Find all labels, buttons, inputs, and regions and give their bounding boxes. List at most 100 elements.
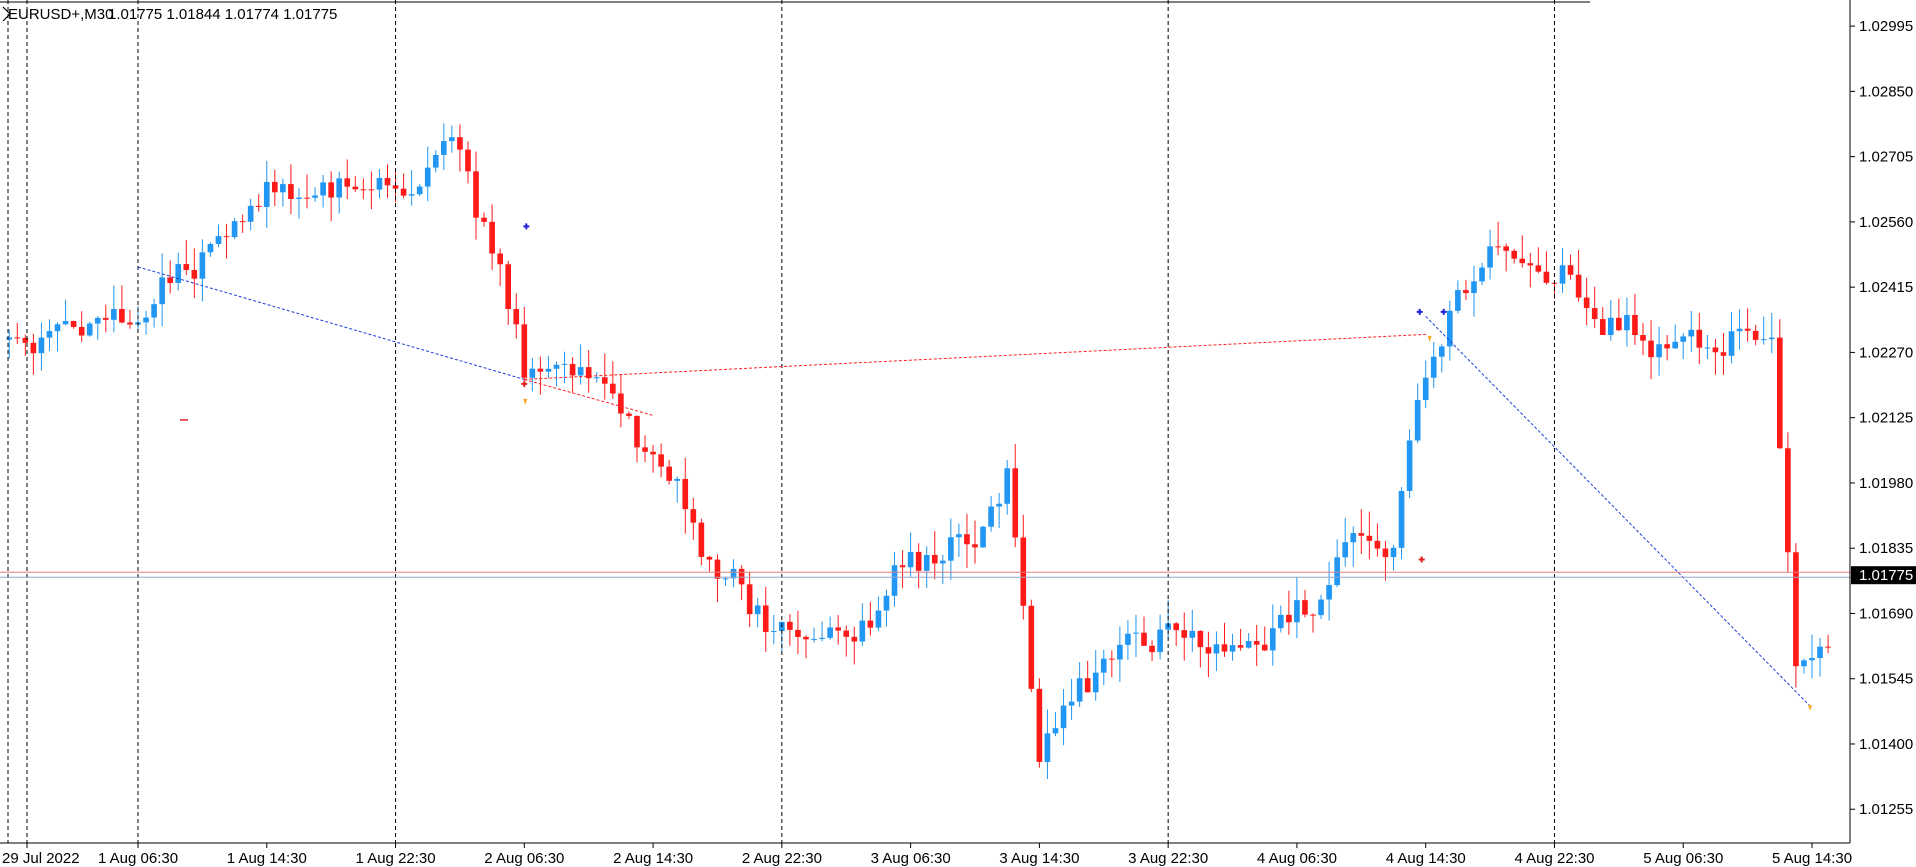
bear-candle [1302,589,1308,618]
price-tick-label: 1.02995 [1859,18,1913,35]
bear-candle [1648,320,1654,380]
signal-marker [1440,308,1447,315]
bull-candle [1390,544,1397,571]
bull-candle [1269,604,1276,666]
time-tick-label: 2 Aug 14:30 [613,850,693,867]
bear-candle [127,309,133,329]
bear-candle [1527,252,1534,288]
bull-candle [1133,614,1139,658]
bear-candle [457,124,463,172]
bull-candle [1157,614,1163,660]
bear-candle [1793,543,1799,688]
bear-candle [714,554,721,603]
bull-candle [529,357,536,392]
bear-candle [239,214,246,233]
bear-candle [119,285,125,324]
arrow-marker [1808,704,1812,711]
bull-candle [770,614,777,645]
bull-candle [561,351,568,384]
bull-candle [312,187,318,202]
bull-candle [545,355,552,379]
bull-candle [1100,649,1107,685]
bull-candle [6,329,13,359]
signal-marker [1416,308,1423,315]
bull-candle [151,298,157,328]
bull-candle [1229,634,1236,661]
bull-candle [1422,360,1429,409]
price-tick-label: 1.02125 [1859,410,1913,427]
red-trendline [524,333,1426,380]
bull-candle [432,150,439,173]
bull-candle [1342,517,1349,567]
bear-candle [1575,250,1582,302]
bull-candle [1809,634,1815,679]
bear-candle [682,457,689,534]
bull-candle [1624,297,1630,347]
arrow-marker [523,398,528,405]
time-tick-label: 4 Aug 14:30 [1386,850,1466,867]
bear-candle [513,293,520,339]
bull-candle [175,252,182,291]
bull-candle [441,123,447,171]
chart-menu-icon [2,6,11,22]
price-axis[interactable]: 1.02995 1.02850 1.02705 1.02560 1.02415 1.022… [1850,18,1913,818]
trendlines[interactable] [137,266,1813,709]
bull-candle [577,344,584,385]
bull-candle [1060,688,1067,746]
bear-candle [1696,313,1703,365]
bear-candle [746,571,753,628]
bull-candle [86,321,93,337]
time-axis[interactable]: 29 Jul 2022 1 Aug 06:30 1 Aug 14:30 1 Aug 2… [2,843,1852,867]
bull-candle [827,616,833,640]
time-tick-label: 3 Aug 06:30 [871,850,951,867]
bear-candle [223,223,230,259]
signal-marker [1418,556,1425,563]
bull-candle [1672,324,1678,349]
bull-candle [1189,609,1196,653]
bear-candle [658,443,664,478]
symbol-timeframe: EURUSD+,M30 [8,6,113,23]
bull-candle [1430,342,1437,389]
bull-candle [722,576,729,586]
bull-candle [1704,334,1711,360]
time-tick-label: 3 Aug 22:30 [1128,850,1208,867]
bear-candle [787,614,793,646]
current-price-label: 1.01775 [1859,567,1913,584]
bear-candle [489,204,495,271]
bull-candle [207,242,214,257]
bull-candle [1052,712,1059,737]
bear-candle [1109,650,1115,678]
bull-candle [38,322,45,371]
bear-candle [304,174,310,209]
bull-candle [811,627,817,643]
bull-candle [1406,429,1413,499]
bull-candle [376,169,383,199]
bear-candle [1374,523,1381,557]
bear-candle [1503,243,1509,272]
bear-candle [473,151,479,240]
bull-candle [143,310,149,335]
bear-candle [1599,307,1606,336]
bull-candle [907,532,914,577]
price-tick-label: 1.01400 [1859,736,1913,753]
bear-candle [569,357,576,393]
time-tick-label: 1 Aug 06:30 [98,850,178,867]
bull-candle [1068,678,1075,720]
bear-candle [481,212,487,227]
bear-candle [1253,625,1260,666]
bull-candle [891,551,898,607]
bear-candle [642,435,648,463]
signal-markers [180,223,1812,711]
bear-candle [497,248,503,287]
bull-candle [263,160,270,228]
bull-candle [1487,229,1493,280]
signal-marker [523,223,530,230]
red-trendline [524,378,654,416]
bear-candle [1286,590,1292,635]
bear-candle [328,171,334,222]
bull-candle [1245,632,1252,649]
bull-candle [996,493,1002,529]
bull-candle [1471,265,1477,317]
